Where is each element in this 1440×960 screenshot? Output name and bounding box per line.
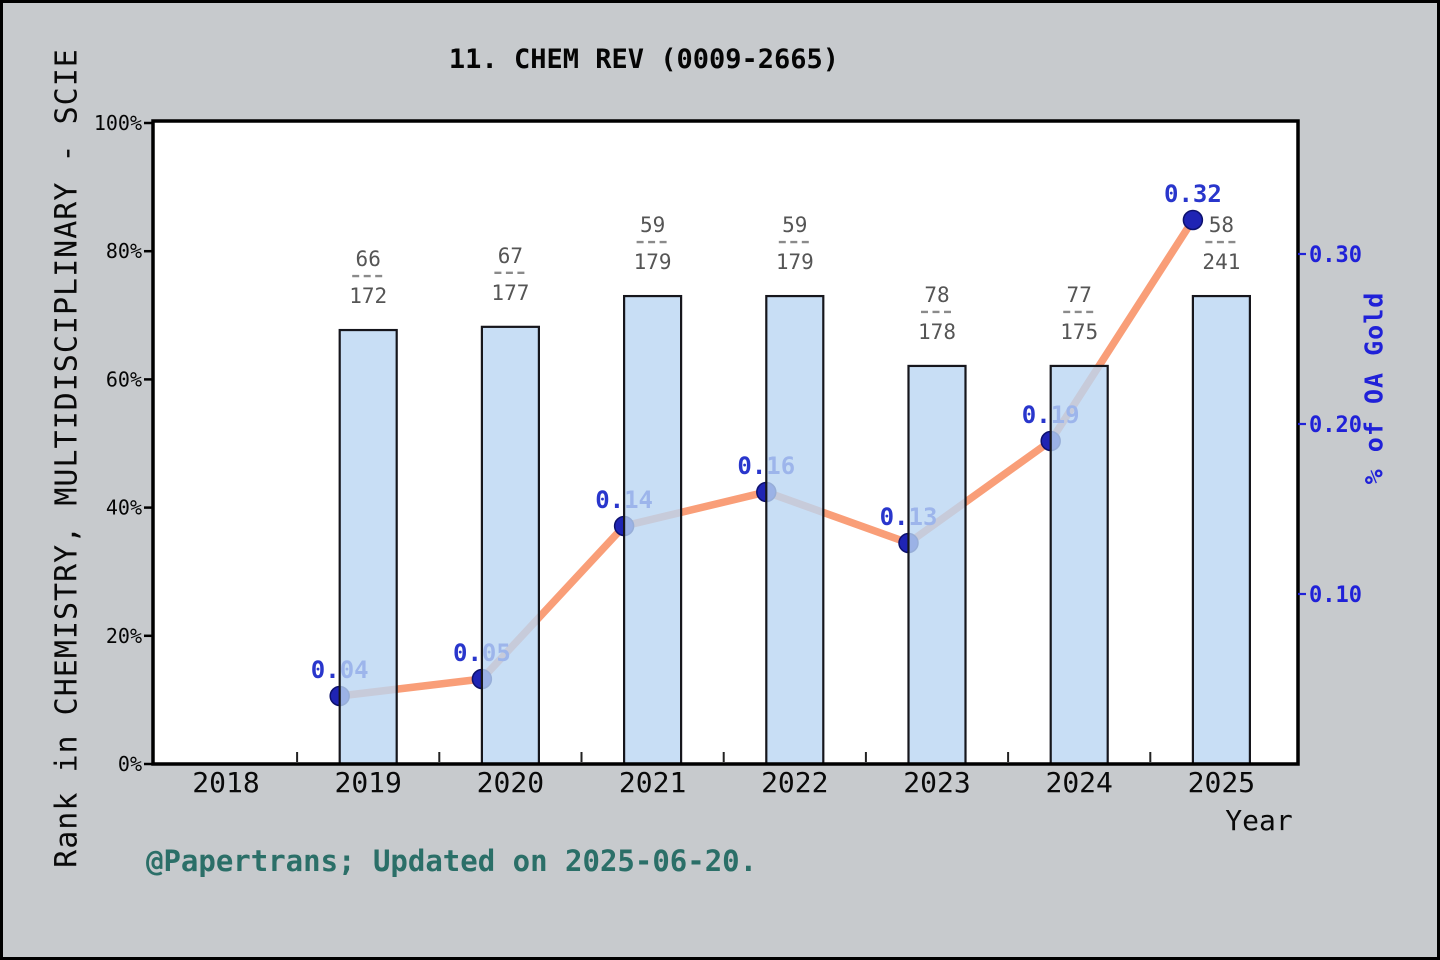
oa-point-2025 (1182, 209, 1204, 231)
rank-numerator-2023: 78 (924, 283, 949, 307)
rank-denominator-2019: 172 (349, 284, 387, 308)
watermark-text: @Papertrans; Updated on 2025-06-20. (146, 844, 758, 878)
left-tick-label-80: 80% (106, 239, 142, 263)
x-axis-title: Year (1225, 804, 1293, 837)
rank-denominator-2020: 177 (491, 281, 529, 305)
rank-bar-2022 (765, 294, 825, 766)
x-tick-label-2023: 2023 (903, 766, 970, 799)
rank-numerator-2019: 66 (356, 247, 381, 271)
rank-bar-2020 (480, 325, 540, 766)
rank-numerator-2020: 67 (498, 244, 523, 268)
left-tick-label-60: 60% (106, 367, 142, 391)
x-tick-label-2022: 2022 (761, 766, 828, 799)
x-tick-label-2018: 2018 (192, 766, 259, 799)
rank-bar-2024 (1049, 364, 1109, 766)
rank-denominator-2021: 179 (634, 250, 672, 274)
oa-point-label-2025: 0.32 (1164, 180, 1222, 208)
left-tick-label-20: 20% (106, 624, 142, 648)
left-tick-label-0: 0% (118, 752, 142, 776)
rank-numerator-2022: 59 (782, 213, 807, 237)
x-tick-label-2019: 2019 (334, 766, 401, 799)
rank-denominator-2023: 178 (918, 320, 956, 344)
axes-frame (151, 119, 1300, 766)
chart-title: 11. CHEM REV (0009-2665) (448, 44, 840, 75)
rank-denominator-2025: 241 (1202, 250, 1240, 274)
rank-numerator-2021: 59 (640, 213, 665, 237)
x-tick-label-2024: 2024 (1045, 766, 1112, 799)
right-tick-label-0.20: 0.20 (1309, 413, 1362, 438)
rank-bar-2023 (907, 364, 967, 766)
x-tick-label-2020: 2020 (477, 766, 544, 799)
rank-numerator-2025: 58 (1209, 213, 1234, 237)
chart-plot-area: 0.040.050.140.160.130.190.32661726717759… (94, 111, 1362, 799)
left-axis-title: Rank in CHEMISTRY, MULTIDISCIPLINARY - S… (49, 48, 85, 868)
rank-denominator-2024: 175 (1060, 320, 1098, 344)
right-tick-label-0.10: 0.10 (1309, 583, 1362, 608)
x-tick-label-2025: 2025 (1188, 766, 1255, 799)
left-tick-label-100: 100% (94, 111, 142, 135)
x-tick-label-2021: 2021 (619, 766, 686, 799)
rank-numerator-2024: 77 (1067, 283, 1092, 307)
right-axis-title: % of OA Gold (1359, 291, 1389, 485)
rank-bar-2025 (1191, 294, 1252, 766)
left-tick-label-40: 40% (106, 496, 142, 520)
right-tick-label-0.30: 0.30 (1309, 243, 1362, 268)
rank-bar-2021 (622, 294, 683, 766)
rank-denominator-2022: 179 (776, 250, 814, 274)
rank-bar-2019 (338, 328, 398, 766)
